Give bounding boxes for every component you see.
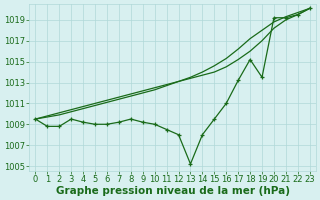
X-axis label: Graphe pression niveau de la mer (hPa): Graphe pression niveau de la mer (hPa) <box>56 186 290 196</box>
